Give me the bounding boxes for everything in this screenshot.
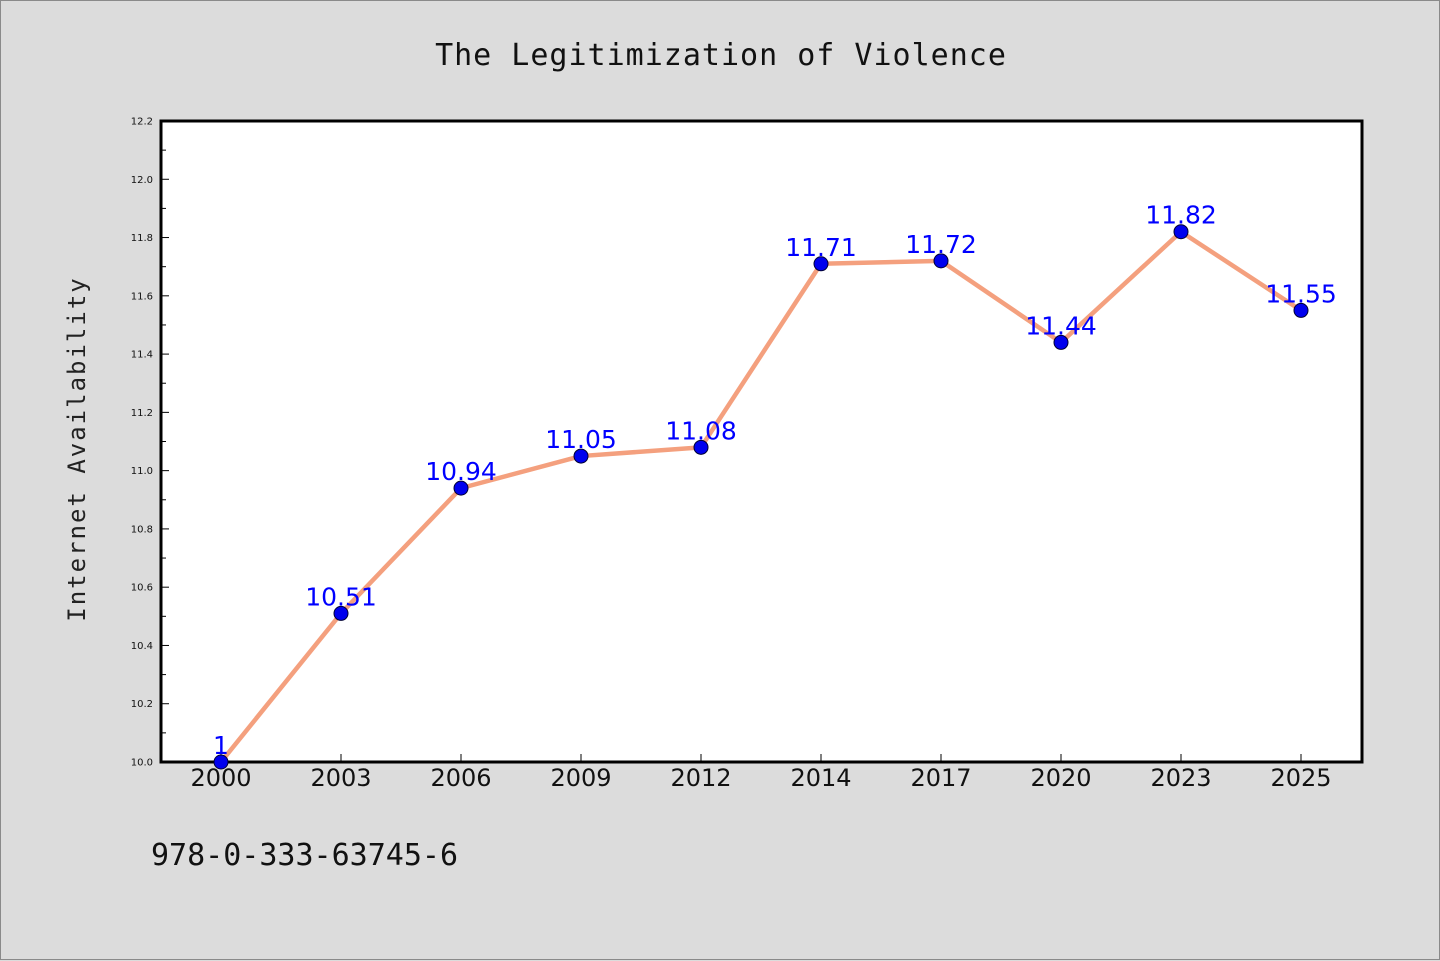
x-tick-label: 2020	[1030, 764, 1091, 792]
x-tick-label: 2003	[310, 764, 371, 792]
y-tick-label: 11.2	[131, 408, 153, 419]
y-tick-label: 11.4	[131, 350, 153, 361]
data-point	[573, 448, 589, 464]
data-point	[333, 605, 349, 621]
y-tick-label: 11.8	[131, 233, 153, 244]
data-point	[1053, 334, 1069, 350]
y-tick-label: 12.2	[131, 117, 153, 128]
data-label: 11.71	[785, 233, 857, 262]
plot-area	[159, 119, 1364, 764]
x-tick-label: 2023	[1150, 764, 1211, 792]
y-tick-label: 10.8	[131, 524, 153, 535]
y-tick-label: 11.6	[131, 291, 153, 302]
data-point	[813, 256, 829, 272]
data-label: 11.05	[545, 425, 617, 454]
y-tick-label: 10.2	[131, 699, 153, 710]
y-tick-label: 12.0	[131, 175, 153, 186]
data-label: 11.55	[1265, 279, 1337, 308]
data-label: 1	[213, 731, 229, 760]
data-point	[453, 480, 469, 496]
data-label: 10.94	[425, 457, 497, 486]
data-label: 11.08	[665, 416, 737, 445]
x-tick-label: 2025	[1270, 764, 1331, 792]
data-label: 11.44	[1025, 311, 1097, 340]
data-point	[1293, 302, 1309, 318]
x-tick-label: 2012	[670, 764, 731, 792]
x-tick-label: 2017	[910, 764, 971, 792]
data-point	[1173, 224, 1189, 240]
y-tick-label: 10.0	[131, 758, 153, 769]
y-tick-label: 10.6	[131, 583, 153, 594]
data-point	[693, 439, 709, 455]
series-1: 1 10.51 10.94 11.05 11.08 11.71 11.72 11.44 11.8…	[213, 201, 1337, 770]
x-tick-label: 2006	[430, 764, 491, 792]
isbn-footer: 978-0-333-63745-6	[151, 838, 458, 873]
data-label: 11.72	[905, 230, 977, 259]
y-tick-label: 10.4	[131, 641, 153, 652]
chart-title: The Legitimization of Violence	[435, 38, 1007, 73]
axis-ticks: 10.0 10.2 10.4 10.6 10.8 11.0 11.2 11.4 11.6 11.8…	[131, 117, 1332, 793]
y-axis-label: Internet Availability	[63, 276, 91, 621]
data-label: 10.51	[305, 582, 377, 611]
x-tick-label: 2014	[790, 764, 851, 792]
x-tick-label: 2009	[550, 764, 611, 792]
y-tick-label: 11.0	[131, 466, 153, 477]
data-point	[213, 754, 229, 770]
data-point	[933, 253, 949, 269]
series-line	[218, 229, 1304, 765]
data-label: 11.82	[1145, 201, 1217, 230]
